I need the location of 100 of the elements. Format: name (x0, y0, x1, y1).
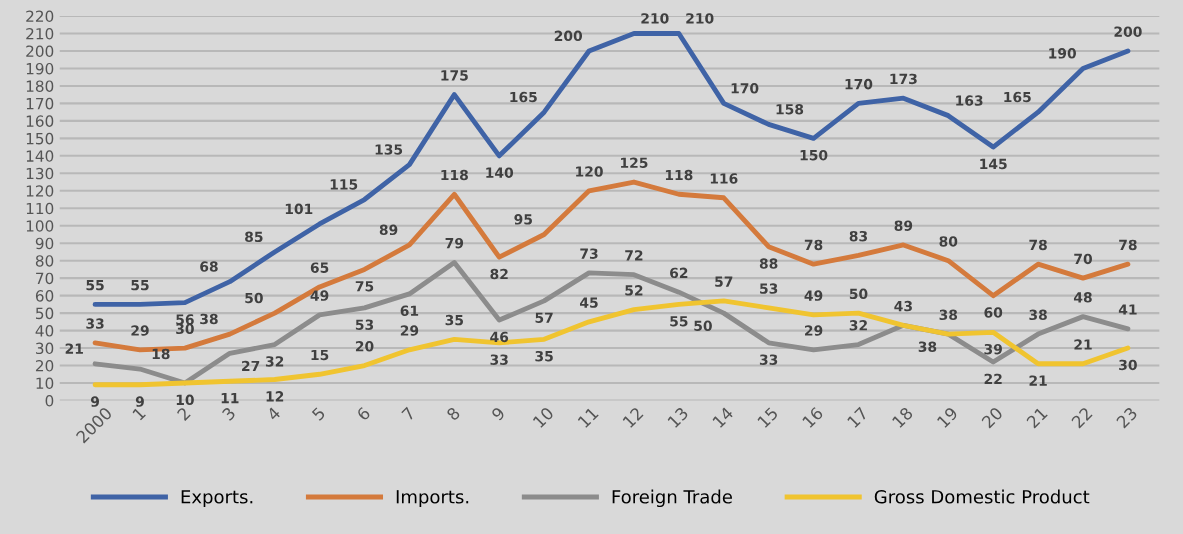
data-label: 18 (152, 348, 170, 360)
data-label: 38 (1029, 309, 1047, 321)
y-tick-label: 150 (26, 132, 54, 145)
y-tick-label: 210 (26, 27, 54, 40)
data-label: 12 (266, 391, 284, 402)
data-label: 35 (445, 314, 464, 326)
y-tick-label: 10 (36, 377, 54, 390)
data-label: 88 (759, 258, 778, 269)
y-tick-label: 130 (26, 167, 54, 180)
y-tick-label: 140 (26, 150, 54, 162)
data-label: 39 (984, 343, 1002, 355)
data-label: 55 (670, 316, 688, 327)
data-label: 29 (131, 325, 149, 336)
data-label: 150 (800, 149, 828, 161)
data-label: 210 (641, 13, 669, 24)
x-tick-label: 5 (311, 406, 326, 422)
data-label: 50 (849, 288, 868, 300)
data-label: 21 (1074, 339, 1092, 350)
data-label: 57 (715, 276, 733, 287)
y-tick-label: 20 (35, 360, 54, 372)
data-label: 33 (490, 354, 508, 365)
y-tick-label: 50 (36, 307, 54, 320)
data-label: 50 (694, 320, 712, 332)
data-label: 101 (285, 203, 313, 215)
data-label: 170 (845, 78, 873, 90)
x-tick-label: 4 (266, 406, 282, 422)
x-tick-label: 2 (176, 406, 191, 421)
y-tick-label: 0 (45, 394, 54, 407)
data-label: 163 (956, 95, 983, 106)
data-label: 79 (445, 237, 464, 249)
data-label: 48 (1073, 292, 1092, 303)
data-label: 75 (355, 281, 374, 292)
data-label: 11 (221, 393, 239, 404)
data-label: 80 (939, 236, 958, 247)
data-label: 140 (486, 167, 514, 178)
y-tick-label: 30 (36, 342, 54, 355)
data-label: 32 (849, 320, 867, 331)
data-label: 82 (490, 268, 508, 280)
y-tick-label: 80 (35, 255, 54, 267)
data-label: 29 (805, 325, 823, 336)
x-tick-label: 17 (846, 406, 869, 429)
data-label: 200 (1114, 26, 1142, 37)
data-label: 57 (535, 312, 553, 323)
data-label: 210 (686, 13, 714, 24)
data-label: 45 (580, 297, 598, 308)
y-tick-label: 90 (35, 237, 54, 250)
y-tick-label: 70 (36, 272, 54, 285)
data-label: 61 (400, 305, 419, 316)
x-tick-label: 19 (936, 406, 959, 429)
data-label: 118 (441, 169, 468, 181)
data-label: 21 (1029, 375, 1047, 386)
data-label: 158 (776, 104, 804, 115)
data-label: 33 (759, 354, 778, 365)
data-label: 175 (441, 70, 468, 81)
data-label: 60 (984, 307, 1003, 318)
data-label: 53 (355, 319, 374, 330)
data-label: 30 (1119, 359, 1137, 371)
data-label: 78 (804, 239, 823, 251)
y-tick-label: 190 (26, 62, 54, 75)
data-label: 52 (625, 285, 643, 296)
y-tick-label: 220 (26, 10, 54, 23)
data-label: 190 (1049, 48, 1076, 59)
data-label: 38 (200, 313, 218, 325)
y-tick-label: 120 (26, 185, 54, 197)
data-label: 135 (375, 144, 403, 155)
data-label: 29 (400, 325, 419, 336)
y-tick-label: 180 (26, 80, 54, 92)
legend-label: Imports. (396, 490, 469, 508)
y-tick-label: 40 (35, 325, 54, 337)
x-tick-label: 23 (1115, 406, 1138, 429)
data-label: 15 (311, 349, 329, 361)
data-label: 89 (379, 224, 398, 236)
data-label: 125 (621, 157, 648, 169)
data-label: 120 (576, 166, 603, 177)
legend-label: Gross Domestic Product (874, 489, 1090, 504)
data-label: 22 (984, 373, 1002, 384)
data-label: 55 (131, 280, 149, 291)
data-label: 10 (176, 394, 194, 406)
data-label: 65 (310, 262, 329, 273)
data-label: 33 (86, 318, 104, 329)
data-label: 78 (1029, 239, 1047, 251)
data-label: 49 (310, 290, 329, 301)
data-label: 115 (330, 179, 358, 190)
data-label: 73 (580, 248, 598, 259)
data-label: 55 (86, 280, 104, 291)
x-tick-label: 8 (445, 406, 461, 422)
y-tick-label: 100 (26, 220, 54, 232)
data-label: 116 (710, 173, 738, 184)
data-label: 9 (135, 396, 144, 407)
y-tick-label: 60 (35, 290, 54, 302)
data-label: 35 (535, 350, 553, 362)
x-tick-label: 21 (1025, 406, 1048, 429)
data-label: 70 (1074, 253, 1092, 265)
data-label: 38 (918, 341, 937, 353)
x-tick-label: 15 (757, 406, 779, 429)
data-label: 145 (980, 158, 1007, 170)
legend-label: Foreign Trade (612, 489, 732, 508)
data-label: 43 (894, 300, 912, 312)
x-tick-label: 14 (712, 406, 734, 429)
x-tick-label: 18 (891, 406, 914, 429)
